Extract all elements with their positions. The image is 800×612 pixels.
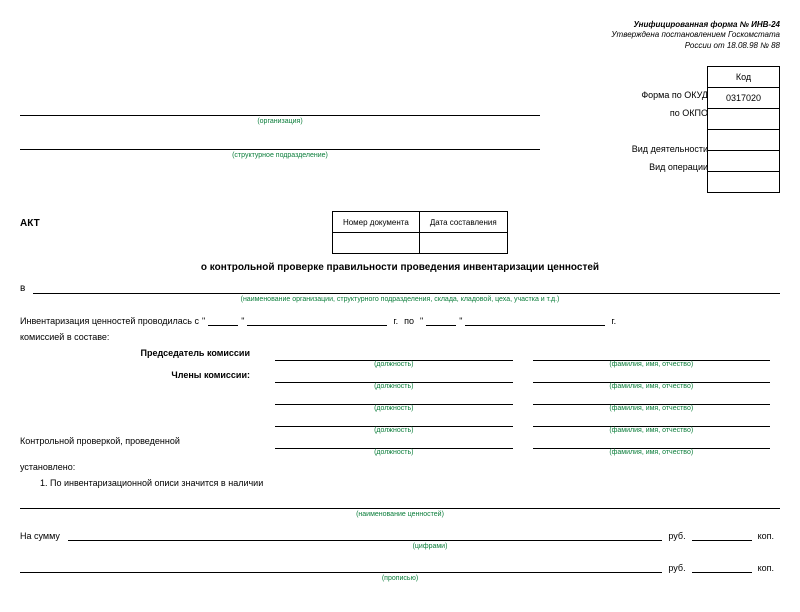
member3-position[interactable] (275, 414, 513, 427)
values-name-line[interactable] (20, 494, 780, 509)
kop-2: коп. (758, 563, 774, 573)
okud-label: Форма по ОКУД (632, 86, 708, 104)
sum-row-1: На сумму руб. коп. (20, 528, 780, 541)
member-row-2: (должность) (фамилия, имя, отчество) (20, 392, 780, 412)
okud-value: 0317020 (708, 88, 780, 109)
date-from-year[interactable] (357, 315, 387, 326)
year1: г. (393, 316, 398, 326)
doc-num-value[interactable] (332, 233, 419, 254)
date-from-month[interactable] (247, 315, 357, 326)
doc-num-header: Номер документа (332, 212, 419, 233)
control-check-row: Контрольной проверкой, проведенной (долж… (20, 436, 780, 456)
control-check-label: Контрольной проверкой, проведенной (20, 436, 265, 456)
control-position[interactable] (275, 436, 513, 449)
member2-position[interactable] (275, 392, 513, 405)
date-from-day[interactable] (208, 315, 238, 326)
values-hint: (наименование ценностей) (20, 511, 780, 518)
sum-kop-2[interactable] (692, 560, 752, 573)
code-header: Код (708, 67, 780, 88)
chairman-fio[interactable] (533, 348, 771, 361)
top-section: Форма по ОКУД по ОКПО Вид деятельности В… (20, 66, 780, 206)
to-label: по (404, 316, 414, 326)
member2-fio[interactable] (533, 392, 771, 405)
sum-rub-1[interactable] (68, 528, 663, 541)
sum-rub-2[interactable] (20, 560, 662, 573)
kop-1: коп. (758, 531, 774, 541)
doc-title: АКТ (20, 218, 40, 229)
activity-label: Вид деятельности (632, 140, 708, 158)
date-to-month[interactable] (465, 315, 575, 326)
operation-value[interactable] (708, 172, 780, 193)
date-row: Инвентаризация ценностей проводилась с "… (20, 315, 780, 326)
operation-label: Вид операции (632, 158, 708, 176)
commission-text: комиссией в составе: (20, 332, 780, 342)
words-hint: (прописью) (20, 575, 780, 582)
date-intro: Инвентаризация ценностей проводилась с (20, 316, 199, 326)
org-lines: (организация) (структурное подразделение… (20, 101, 540, 169)
control-fio[interactable] (533, 436, 771, 449)
member3-fio[interactable] (533, 414, 771, 427)
org-hint: (организация) (20, 118, 540, 125)
member-row-3: (должность) (фамилия, имя, отчество) (20, 414, 780, 434)
sum-row-2: руб. коп. (20, 560, 780, 573)
activity-value[interactable] (708, 151, 780, 172)
doc-number-table: Номер документа Дата составления (332, 211, 508, 254)
in-label: в (20, 283, 25, 294)
chairman-position[interactable] (275, 348, 513, 361)
member-row-1: Члены комиссии: (должность) (фамилия, им… (20, 370, 780, 390)
form-name: Унифицированная форма № ИНВ-24 (20, 20, 780, 30)
form-header: Унифицированная форма № ИНВ-24 Утвержден… (20, 20, 780, 51)
in-fill[interactable] (33, 281, 780, 294)
code-labels: Форма по ОКУД по ОКПО Вид деятельности В… (632, 66, 708, 176)
rub-2: руб. (668, 563, 685, 573)
members-label: Члены комиссии: (20, 370, 265, 390)
date-to-year[interactable] (575, 315, 605, 326)
sum-kop-1[interactable] (692, 528, 752, 541)
doc-date-value[interactable] (419, 233, 507, 254)
in-line: в (20, 281, 780, 294)
item-1: 1. По инвентаризационной описи значится … (40, 478, 780, 488)
subdiv-hint: (структурное подразделение) (20, 152, 540, 159)
subdiv-input-line[interactable] (20, 135, 540, 150)
form-approved: Утверждена постановлением Госкомстата (20, 30, 780, 40)
code-table: Код 0317020 (707, 66, 780, 193)
full-org-hint: (наименование организации, структурного … (20, 296, 780, 303)
rub-1: руб. (668, 531, 685, 541)
blank-cell[interactable] (708, 130, 780, 151)
chairman-label: Председатель комиссии (20, 348, 265, 368)
member1-fio[interactable] (533, 370, 771, 383)
form-date-ref: России от 18.08.98 № 88 (20, 41, 780, 51)
doc-date-header: Дата составления (419, 212, 507, 233)
year2: г. (611, 316, 616, 326)
org-input-line[interactable] (20, 101, 540, 116)
doc-subtitle: о контрольной проверке правильности пров… (20, 262, 780, 273)
okpo-value[interactable] (708, 109, 780, 130)
digits-hint: (цифрами) (80, 543, 780, 550)
date-to-day[interactable] (426, 315, 456, 326)
sum-label: На сумму (20, 531, 60, 541)
member1-position[interactable] (275, 370, 513, 383)
chairman-row: Председатель комиссии (должность) (фамил… (20, 348, 780, 368)
established-label: установлено: (20, 462, 780, 472)
okpo-label: по ОКПО (632, 104, 708, 122)
